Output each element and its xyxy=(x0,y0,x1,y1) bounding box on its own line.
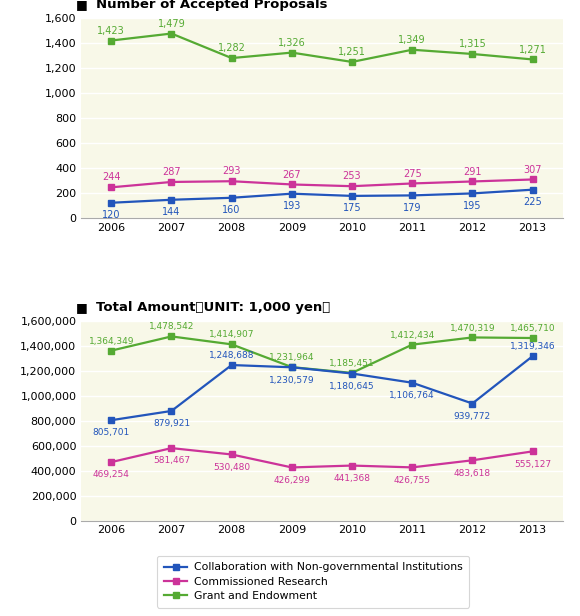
Text: 160: 160 xyxy=(223,205,241,215)
Text: 469,254: 469,254 xyxy=(93,471,130,479)
Text: 275: 275 xyxy=(403,169,422,179)
Text: 291: 291 xyxy=(463,166,481,177)
Text: Number of Accepted Proposals: Number of Accepted Proposals xyxy=(96,0,327,11)
Text: 1,185,451: 1,185,451 xyxy=(329,359,375,368)
Text: 555,127: 555,127 xyxy=(514,460,551,469)
Legend: Collaboration with Non-governmental Institutions, Commissioned Research, Grant a: Collaboration with Non-governmental Inst… xyxy=(157,556,469,607)
Text: 193: 193 xyxy=(282,201,301,211)
Text: 805,701: 805,701 xyxy=(93,429,130,437)
Text: 530,480: 530,480 xyxy=(213,463,250,472)
Text: 879,921: 879,921 xyxy=(153,419,190,428)
Text: 293: 293 xyxy=(222,166,241,176)
Text: Total Amount（UNIT: 1,000 yen）: Total Amount（UNIT: 1,000 yen） xyxy=(96,301,330,314)
Text: 441,368: 441,368 xyxy=(334,474,371,483)
Text: ■: ■ xyxy=(75,301,87,314)
Text: 1,282: 1,282 xyxy=(218,43,245,53)
Text: 1,470,319: 1,470,319 xyxy=(450,323,495,333)
Text: 225: 225 xyxy=(523,197,542,207)
Text: 1,315: 1,315 xyxy=(458,39,486,49)
Text: 581,467: 581,467 xyxy=(153,456,190,466)
Text: 120: 120 xyxy=(102,210,121,220)
Text: 1,271: 1,271 xyxy=(519,44,546,54)
Text: 1,248,688: 1,248,688 xyxy=(209,351,255,360)
Text: 179: 179 xyxy=(403,203,422,213)
Text: 195: 195 xyxy=(463,201,481,211)
Text: ■: ■ xyxy=(75,0,87,11)
Text: 1,423: 1,423 xyxy=(97,26,125,36)
Text: 267: 267 xyxy=(282,169,301,179)
Text: 144: 144 xyxy=(162,207,180,217)
Text: 1,364,349: 1,364,349 xyxy=(89,337,134,346)
Text: 1,230,579: 1,230,579 xyxy=(269,376,314,384)
Text: 253: 253 xyxy=(343,171,361,181)
Text: 1,349: 1,349 xyxy=(398,34,426,45)
Text: 1,106,764: 1,106,764 xyxy=(389,391,435,400)
Text: 426,755: 426,755 xyxy=(394,476,431,485)
Text: 939,772: 939,772 xyxy=(454,411,491,421)
Text: 244: 244 xyxy=(102,172,121,182)
Text: 175: 175 xyxy=(343,203,361,213)
Text: 1,180,645: 1,180,645 xyxy=(329,382,375,391)
Text: 426,299: 426,299 xyxy=(273,476,310,485)
Text: 1,251: 1,251 xyxy=(338,47,366,57)
Text: 1,319,346: 1,319,346 xyxy=(510,342,555,351)
Text: 1,412,434: 1,412,434 xyxy=(390,331,435,339)
Text: 483,618: 483,618 xyxy=(454,469,491,477)
Text: 307: 307 xyxy=(523,164,542,174)
Text: 1,479: 1,479 xyxy=(158,18,186,28)
Text: 1,326: 1,326 xyxy=(278,38,306,47)
Text: 1,465,710: 1,465,710 xyxy=(510,324,555,333)
Text: 1,231,964: 1,231,964 xyxy=(269,353,314,362)
Text: 1,414,907: 1,414,907 xyxy=(209,330,255,339)
Text: 287: 287 xyxy=(162,167,181,177)
Text: 1,478,542: 1,478,542 xyxy=(149,323,194,331)
